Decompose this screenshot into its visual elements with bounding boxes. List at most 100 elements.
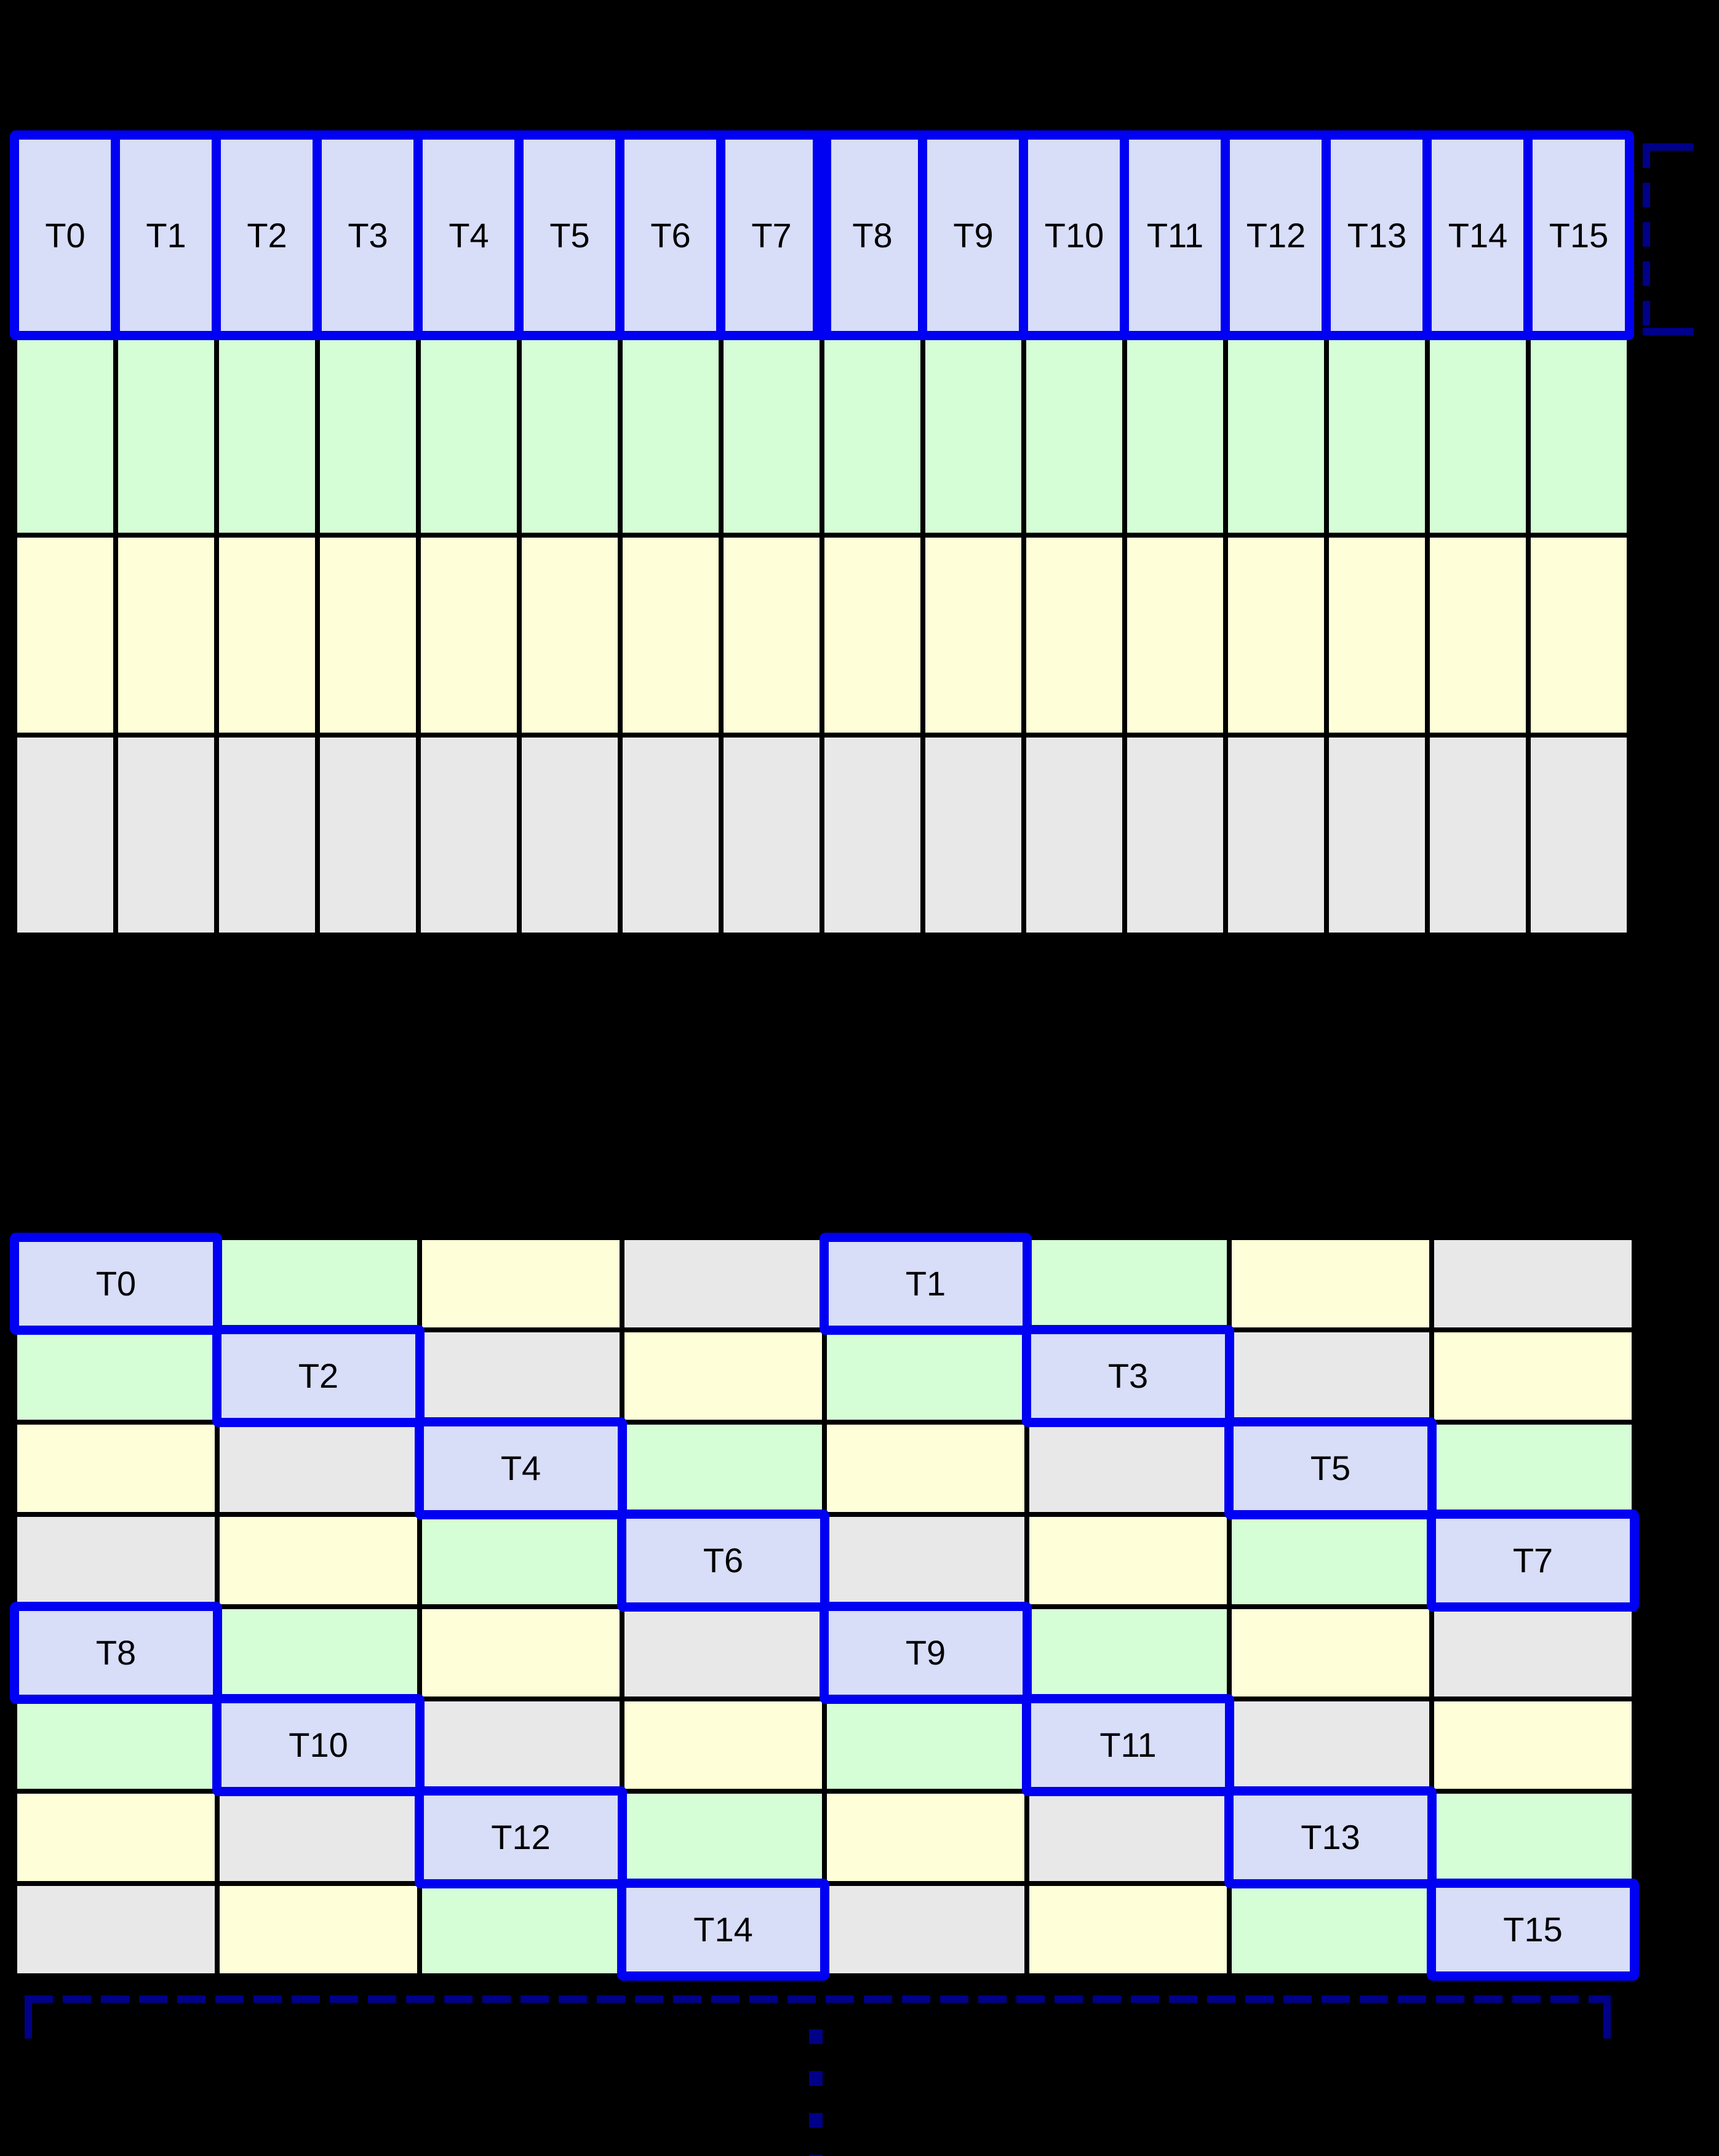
thread-cell-t15: T15 <box>1427 1879 1639 1981</box>
thread-cell-t8: T8 <box>817 130 928 340</box>
memory-cell <box>1125 735 1226 935</box>
thread-cell-t0: T0 <box>10 1233 222 1335</box>
memory-cell <box>1427 535 1528 735</box>
thread-cell-t0: T0 <box>10 130 121 340</box>
memory-cell <box>418 735 519 935</box>
thread-cell-t1: T1 <box>820 1233 1032 1335</box>
memory-cell <box>822 535 923 735</box>
memory-cell <box>15 1330 217 1422</box>
thread-label: T9 <box>953 215 994 255</box>
thread-cell-t9: T9 <box>918 130 1029 340</box>
thread-cell-t13: T13 <box>1322 130 1432 340</box>
memory-cell <box>317 535 418 735</box>
memory-cell <box>1528 335 1629 535</box>
memory-cell <box>116 535 217 735</box>
thread-cell-t12: T12 <box>1221 130 1331 340</box>
memory-cell <box>622 1330 824 1422</box>
memory-cell <box>1229 1607 1432 1699</box>
memory-cell <box>721 535 822 735</box>
continuation-dot <box>809 2113 823 2128</box>
memory-cell <box>923 735 1024 935</box>
memory-cell <box>116 335 217 535</box>
thread-label: T3 <box>348 215 388 255</box>
thread-label: T15 <box>1549 215 1609 255</box>
memory-cell <box>824 1514 1027 1607</box>
memory-cell <box>622 1422 824 1514</box>
memory-cell <box>620 335 721 535</box>
memory-cell <box>519 735 620 935</box>
memory-cell <box>1326 535 1427 735</box>
thread-label: T9 <box>905 1633 946 1672</box>
thread-cell-t4: T4 <box>415 1417 627 1519</box>
memory-cell <box>1432 1330 1634 1422</box>
thread-label: T14 <box>1448 215 1508 255</box>
memory-cell <box>1432 1422 1634 1514</box>
memory-cell <box>15 1699 217 1791</box>
memory-cell <box>1326 735 1427 935</box>
memory-cell <box>824 1422 1027 1514</box>
memory-cell <box>1229 1884 1432 1976</box>
thread-label: T12 <box>1246 215 1306 255</box>
memory-cell <box>217 1238 420 1330</box>
row-height-bracket-top-arm <box>1643 143 1693 151</box>
thread-cell-t13: T13 <box>1224 1786 1437 1888</box>
memory-cell <box>217 1422 420 1514</box>
memory-cell <box>15 1791 217 1884</box>
memory-cell <box>1027 1238 1229 1330</box>
memory-cell <box>1226 335 1326 535</box>
thread-label: T3 <box>1107 1356 1149 1395</box>
thread-label: T1 <box>905 1264 946 1303</box>
thread-label: T1 <box>146 215 186 255</box>
thread-cell-t3: T3 <box>313 130 423 340</box>
continuation-dot <box>809 2071 823 2086</box>
memory-cell <box>1125 335 1226 535</box>
memory-cell <box>1027 1422 1229 1514</box>
memory-cell <box>824 1699 1027 1791</box>
memory-cell <box>1432 1238 1634 1330</box>
memory-cell <box>317 735 418 935</box>
memory-cell <box>420 1514 622 1607</box>
thread-cell-t15: T15 <box>1523 130 1634 340</box>
memory-cell <box>1024 335 1125 535</box>
thread-label: T7 <box>1512 1541 1553 1580</box>
memory-cell <box>15 535 116 735</box>
memory-cell <box>418 535 519 735</box>
memory-cell <box>620 535 721 735</box>
memory-cell <box>1432 1791 1634 1884</box>
thread-cell-t10: T10 <box>212 1694 425 1796</box>
continuation-dot <box>809 2155 823 2156</box>
thread-label: T4 <box>500 1449 541 1487</box>
thread-cell-t12: T12 <box>415 1786 627 1888</box>
memory-cell <box>1326 335 1427 535</box>
swizzled-thread-grid: T0 T1 T2 T3 T4 T5 T6 T7 T8 T9 T10 T11 T12 T13 T14 T15 <box>10 1233 1639 1981</box>
thread-label: T7 <box>751 215 792 255</box>
memory-cell <box>622 1607 824 1699</box>
memory-cell <box>217 1607 420 1699</box>
thread-label: T2 <box>298 1356 339 1395</box>
thread-label: T8 <box>95 1633 137 1672</box>
memory-cell <box>721 335 822 535</box>
memory-cell <box>519 335 620 535</box>
thread-cell-t11: T11 <box>1022 1694 1234 1796</box>
memory-cell <box>317 335 418 535</box>
memory-cell <box>1427 335 1528 535</box>
memory-cell <box>622 1699 824 1791</box>
row-height-bracket-bottom-arm <box>1643 328 1693 335</box>
thread-label: T5 <box>549 215 590 255</box>
thread-cell-t6: T6 <box>615 130 726 340</box>
memory-cell <box>1229 1699 1432 1791</box>
memory-cell <box>15 735 116 935</box>
memory-cell <box>1027 1607 1229 1699</box>
memory-cell <box>217 335 317 535</box>
thread-cell-t6: T6 <box>617 1510 829 1612</box>
memory-cell <box>217 1514 420 1607</box>
thread-cell-t9: T9 <box>820 1602 1032 1704</box>
memory-cell <box>1024 735 1125 935</box>
memory-cell <box>721 735 822 935</box>
thread-cell-t3: T3 <box>1022 1325 1234 1427</box>
memory-cell <box>1427 735 1528 935</box>
thread-label: T6 <box>650 215 691 255</box>
thread-cell-t8: T8 <box>10 1602 222 1704</box>
grid-width-bracket-line <box>25 1995 1611 2003</box>
memory-cell <box>923 335 1024 535</box>
